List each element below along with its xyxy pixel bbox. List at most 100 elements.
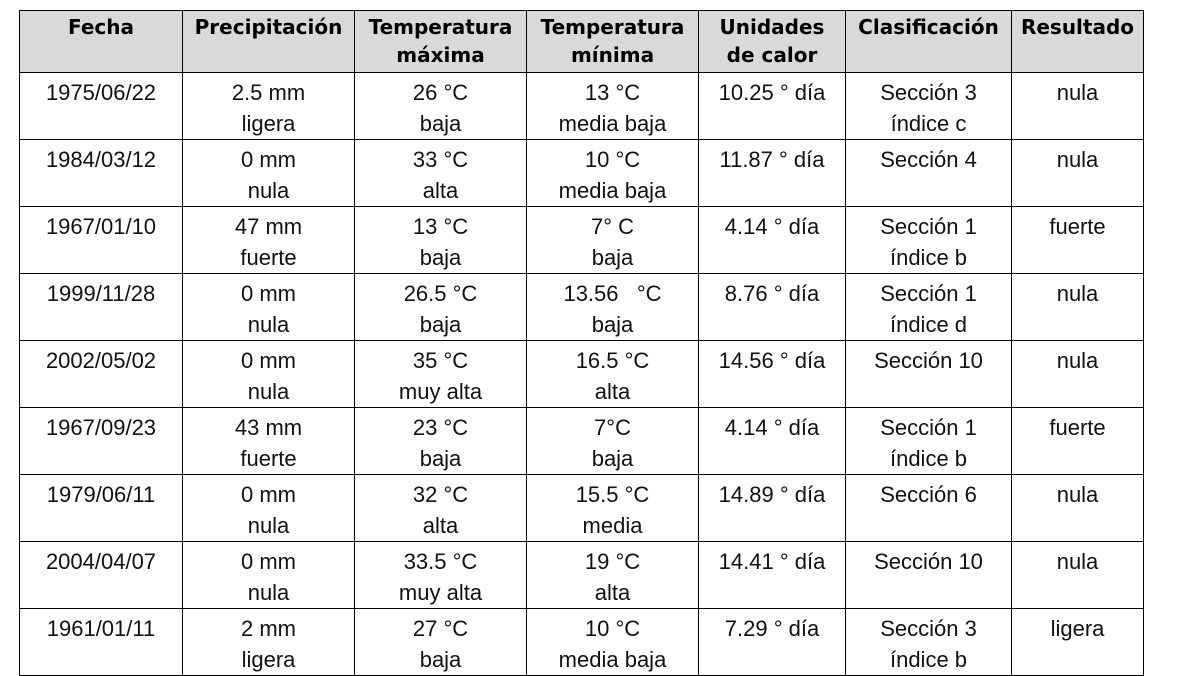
cell-text: media baja (558, 178, 667, 203)
cell-text: Sección 10 (874, 549, 983, 574)
cell-text: 1967/01/10 (45, 214, 157, 239)
table-cell: nula (1011, 474, 1144, 542)
table-cell: 10 °C media baja (526, 139, 699, 207)
table-cell: 23 °C baja (354, 407, 527, 475)
table-cell: nula (1011, 72, 1144, 140)
table-cell: 10.25 ° día (698, 72, 846, 140)
cell-text: ligera (241, 111, 296, 136)
table-cell: 26.5 °C baja (354, 273, 527, 341)
cell-text: nula (247, 312, 290, 337)
cell-text: 33 °C (412, 147, 469, 172)
cell-text: 13 °C (584, 80, 641, 105)
cell-text: 7° C (590, 214, 635, 239)
table-cell: 2002/05/02 (19, 340, 183, 408)
table-cell: 7° C baja (526, 206, 699, 274)
cell-text: nula (247, 513, 290, 538)
table-cell: 2.5 mm ligera (182, 72, 355, 140)
cell-text: 1967/09/23 (45, 415, 157, 440)
cell-text: fuerte (240, 245, 297, 270)
cell-text: Sección 6 (880, 482, 977, 507)
table-cell: 32 °C alta (354, 474, 527, 542)
table-cell: 7.29 ° día (698, 608, 846, 676)
cell-text: baja (419, 647, 462, 672)
table-cell: 47 mm fuerte (182, 206, 355, 274)
cell-text: media (582, 513, 643, 538)
header-cell: Unidades de calor (698, 10, 846, 73)
cell-text: 14.56 ° día (718, 348, 826, 373)
header-cell: Clasificación (845, 10, 1012, 73)
cell-text: 26 °C (412, 80, 469, 105)
table-cell: 13 °C media baja (526, 72, 699, 140)
cell-text: 0 mm (241, 147, 296, 172)
cell-text: 43 mm (234, 415, 303, 440)
cell-text: 10 °C (584, 616, 641, 641)
cell-text: índice c (890, 111, 967, 136)
cell-text: muy alta (398, 379, 483, 404)
cell-text: 0 mm (241, 549, 296, 574)
table-cell: 1967/01/10 (19, 206, 183, 274)
table-cell: 1999/11/28 (19, 273, 183, 341)
table-cell: Sección 10 (845, 541, 1012, 609)
header-text: Temperatura (540, 15, 685, 39)
cell-text: 47 mm (234, 214, 303, 239)
header-cell: Precipitación (182, 10, 355, 73)
cell-text: nula (1056, 80, 1099, 105)
cell-text: 33.5 °C (403, 549, 478, 574)
table-cell: 43 mm fuerte (182, 407, 355, 475)
cell-text: nula (1056, 482, 1099, 507)
cell-text: 0 mm (241, 482, 296, 507)
cell-text: 35 °C (412, 348, 469, 373)
table-cell: 11.87 ° día (698, 139, 846, 207)
table-cell: Sección 10 (845, 340, 1012, 408)
cell-text: Sección 1 (880, 415, 977, 440)
cell-text: fuerte (240, 446, 297, 471)
header-text: de calor (726, 43, 818, 67)
cell-text: nula (247, 379, 290, 404)
table-cell: 15.5 °C media (526, 474, 699, 542)
table-cell: 4.14 ° día (698, 407, 846, 475)
table-cell: 14.56 ° día (698, 340, 846, 408)
header-text: Temperatura (368, 15, 513, 39)
cell-text: 4.14 ° día (724, 415, 820, 440)
table-body: 1975/06/22 2.5 mm ligera 26 °C baja 13 °C medi… (19, 72, 1144, 676)
table-cell: 1984/03/12 (19, 139, 183, 207)
cell-text: baja (591, 245, 634, 270)
table-cell: 8.76 ° día (698, 273, 846, 341)
cell-text: Sección 1 (880, 214, 977, 239)
header-text: mínima (570, 43, 655, 67)
cell-text: 26.5 °C (403, 281, 478, 306)
cell-text: baja (419, 312, 462, 337)
cell-text: Sección 1 (880, 281, 977, 306)
cell-text: nula (247, 580, 290, 605)
cell-text: alta (594, 580, 631, 605)
table-cell: fuerte (1011, 206, 1144, 274)
table-cell: 19 °C alta (526, 541, 699, 609)
cell-text: nula (247, 178, 290, 203)
cell-text: 11.87 ° día (719, 147, 825, 172)
cell-text: ligera (241, 647, 296, 672)
table-cell: nula (1011, 541, 1144, 609)
table-wrap: Fecha Precipitación Temperatura máxima Tempe… (19, 10, 1144, 676)
cell-text: baja (591, 446, 634, 471)
cell-text: 32 °C (412, 482, 469, 507)
cell-text: muy alta (398, 580, 483, 605)
cell-text: 2004/04/07 (45, 549, 157, 574)
cell-text: 0 mm (241, 348, 296, 373)
table-cell: 16.5 °C alta (526, 340, 699, 408)
table-row: 1975/06/22 2.5 mm ligera 26 °C baja 13 °C medi… (19, 72, 1144, 140)
table-cell: nula (1011, 340, 1144, 408)
cell-text: ligera (1050, 616, 1105, 641)
header-text: Resultado (1020, 15, 1135, 39)
table-row: 1961/01/11 2 mm ligera 27 °C baja 10 °C media … (19, 608, 1144, 676)
table-cell: Sección 1 índice b (845, 206, 1012, 274)
cell-text: índice b (889, 647, 968, 672)
cell-text: 2002/05/02 (45, 348, 157, 373)
table-cell: 13.56 °C baja (526, 273, 699, 341)
table-cell: 0 mm nula (182, 541, 355, 609)
table-cell: nula (1011, 273, 1144, 341)
table-cell: 0 mm nula (182, 474, 355, 542)
table-cell: Sección 3 índice c (845, 72, 1012, 140)
table-cell: 2 mm ligera (182, 608, 355, 676)
cell-text: 13.56 °C (563, 281, 662, 306)
table-cell: 27 °C baja (354, 608, 527, 676)
